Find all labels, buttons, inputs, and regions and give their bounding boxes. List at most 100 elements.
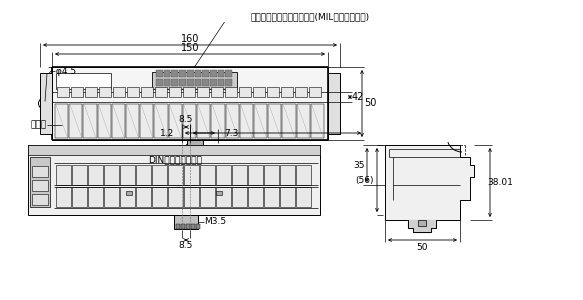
Text: 1.2: 1.2 [160,128,174,137]
Bar [280,165,294,185]
Bar [267,87,279,97]
Bar [164,70,170,77]
Bar [113,87,125,97]
Bar [196,224,200,229]
Bar [56,73,111,89]
Bar [179,70,186,77]
Text: 端子台: 端子台 [31,121,47,130]
Bar [155,87,167,97]
Bar [216,191,222,195]
Bar [168,165,182,185]
Text: 160: 160 [181,34,199,44]
Bar [309,87,321,97]
Bar [171,70,178,77]
Bar [174,215,198,229]
Bar [183,87,195,97]
Text: フラットケーブルコネクタ(MILタイププラグ): フラットケーブルコネクタ(MILタイププラグ) [251,13,370,22]
Polygon shape [408,220,436,232]
Bar [248,187,262,207]
Bar [32,194,48,205]
Bar [156,70,163,77]
Bar [296,165,311,185]
Bar [55,104,68,138]
Bar [152,187,167,207]
Bar [184,165,198,185]
Bar [127,87,139,97]
Bar [210,79,217,86]
Text: (56): (56) [356,176,374,184]
Bar [254,104,267,138]
Bar [216,187,230,207]
Bar [171,79,178,86]
Bar [104,165,118,185]
Bar [184,187,198,207]
Bar [328,73,340,134]
Bar [225,87,237,97]
Bar [56,165,71,185]
Text: 8.5: 8.5 [179,116,193,124]
Bar [52,67,328,140]
Bar [40,73,52,134]
Bar [28,145,320,155]
Bar [141,87,153,97]
Bar [141,104,153,138]
Bar [248,165,262,185]
Bar [197,87,209,97]
Bar [104,187,118,207]
Text: 150: 150 [181,43,199,53]
Bar [152,165,167,185]
Bar [97,104,111,138]
Bar [136,165,150,185]
Bar [168,187,182,207]
Bar [179,79,186,86]
Bar [200,187,215,207]
Bar [69,104,82,138]
Bar [311,104,324,138]
Bar [197,104,210,138]
Bar [210,70,217,77]
Bar [28,145,320,215]
Bar [85,87,97,97]
Text: 7.3: 7.3 [224,128,238,137]
Bar [152,72,237,89]
Bar [186,224,190,229]
Bar [88,165,103,185]
Bar [295,87,307,97]
Bar [88,187,103,207]
Bar [126,191,132,195]
Text: 35: 35 [353,160,365,169]
Bar [112,104,125,138]
Bar [30,157,50,207]
Circle shape [333,101,337,106]
Circle shape [42,101,46,106]
Bar [195,70,201,77]
Text: 38.01: 38.01 [487,178,513,187]
Bar [183,104,196,138]
Bar [282,104,296,138]
Bar [191,224,195,229]
Text: DINレール用ロック: DINレール用ロック [148,155,202,164]
Text: 50: 50 [364,98,376,109]
Bar [168,104,182,138]
Bar [296,187,311,207]
Bar [216,165,230,185]
Bar [200,165,215,185]
Bar [99,87,111,97]
Bar [32,180,48,191]
Bar [83,104,97,138]
Bar [264,187,279,207]
Bar [187,140,203,150]
Bar [72,165,86,185]
Bar [217,79,224,86]
Bar [297,104,310,138]
Bar [164,79,170,86]
Bar [136,187,150,207]
Bar [418,220,426,226]
Bar [72,187,86,207]
Bar [187,79,194,86]
Text: 2-φ4.5: 2-φ4.5 [47,68,76,76]
Bar [239,87,251,97]
Bar [57,87,69,97]
Bar [225,79,232,86]
Bar [211,104,224,138]
